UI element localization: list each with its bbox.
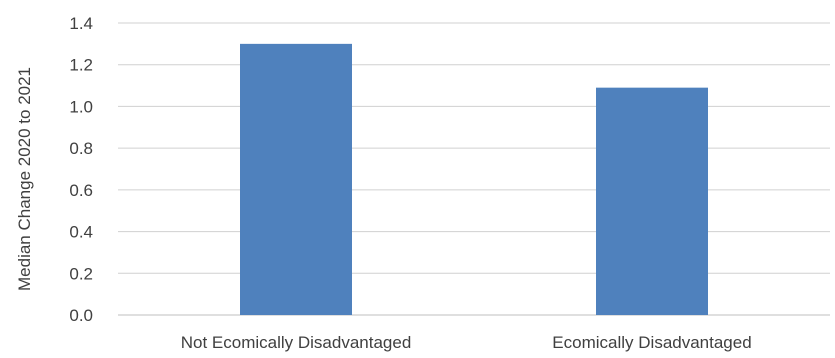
y-axis-title: Median Change 2020 to 2021 [15,67,34,291]
y-tick-label: 0.6 [69,181,93,200]
y-tick-label: 1.2 [69,56,93,75]
y-axis-ticks: 0.0 0.2 0.4 0.6 0.8 1.0 1.2 1.4 [69,14,93,325]
bar [596,87,708,316]
x-category-label: Ecomically Disadvantaged [552,333,751,352]
bar [240,43,352,315]
y-tick-label: 1.4 [69,14,93,33]
y-tick-label: 0.4 [69,223,93,242]
x-axis-categories: Not Ecomically Disadvantaged Ecomically D… [181,333,752,352]
x-category-label: Not Ecomically Disadvantaged [181,333,412,352]
y-tick-label: 0.2 [69,264,93,283]
y-tick-label: 0.8 [69,139,93,158]
gridlines [118,22,830,316]
bars [240,43,708,316]
y-tick-label: 0.0 [69,306,93,325]
y-tick-label: 1.0 [69,97,93,116]
